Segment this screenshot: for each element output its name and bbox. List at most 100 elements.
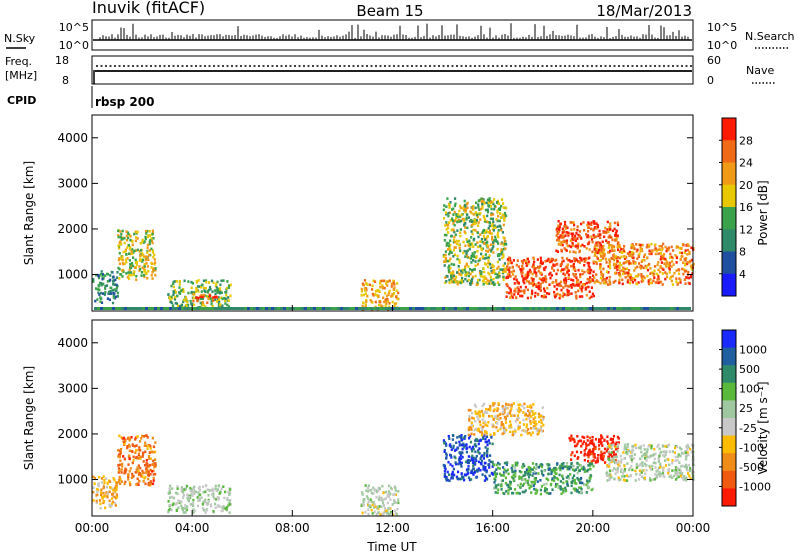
velocity-cell-r5: [491, 402, 494, 405]
power-cell-r5: [482, 214, 485, 218]
power-cell-r0: [113, 288, 116, 291]
power-cell-r7: [567, 234, 570, 237]
power-cell-r4: [382, 296, 385, 300]
power-cell-r5: [483, 270, 486, 274]
velocity-cell-r3: [393, 492, 396, 496]
velocity-cell-r4: [458, 477, 461, 481]
power-cell-r1: [121, 269, 124, 272]
power-cell-r5: [493, 224, 496, 227]
power-cell-r8: [608, 258, 611, 261]
power-cell-r4: [388, 289, 391, 293]
power-cell-r7: [560, 235, 563, 239]
power-cell-r8: [676, 283, 679, 286]
velocity-cell-r6: [543, 489, 546, 493]
power-cell-r6: [552, 269, 555, 272]
power-cell-r1: [135, 249, 138, 252]
velocity-cell-r4: [485, 435, 488, 438]
power-cell-r4: [396, 297, 399, 300]
power-cell-r4: [380, 304, 383, 307]
velocity-cell-r4: [445, 479, 448, 482]
power-cell-r5: [446, 275, 449, 278]
velocity-cell-r2: [208, 489, 211, 492]
velocity-cell-r3: [375, 489, 378, 492]
power-cell-r6: [509, 296, 512, 299]
velocity-cell-r6: [559, 480, 562, 483]
power-cell-r8: [640, 280, 643, 283]
velocity-cell-r1: [117, 448, 120, 452]
power-cell-ground: [163, 307, 166, 310]
velocity-cell-r8: [640, 475, 644, 478]
power-cell-r5: [488, 248, 491, 252]
power-cell-r5: [463, 268, 466, 272]
power-cell-r7: [614, 231, 617, 235]
velocity-cell-r6: [531, 462, 535, 465]
velocity-cell-r6: [586, 481, 589, 484]
power-cell-r5: [444, 250, 447, 253]
velocity-cell-r6: [570, 491, 573, 495]
velocity-cell-r3: [374, 505, 377, 509]
velocity-cell-r4: [464, 444, 467, 448]
power-cell-r6: [563, 278, 566, 282]
power-cell-r8: [607, 251, 610, 254]
power-cell-r6: [525, 264, 528, 267]
power-cell-r7: [605, 231, 608, 235]
power-cell-r5: [445, 244, 448, 247]
power-cell-r5: [464, 273, 467, 277]
velocity-cell-r4: [472, 456, 475, 460]
power-cell-r2: [219, 283, 222, 287]
power-cell-ground: [115, 307, 118, 310]
power-cell-r7: [604, 226, 607, 230]
velocity-cell-r8: [662, 469, 665, 473]
power-cell-r2: [204, 294, 207, 297]
velocity-cell-r5: [479, 423, 482, 427]
velocity-cell-r2: [192, 487, 195, 490]
power-cell-r7: [564, 227, 567, 230]
power-cell-r4: [385, 302, 388, 306]
power-cell-r5: [459, 204, 462, 208]
velocity-cell-r3: [378, 487, 381, 490]
velocity-cell-r7: [594, 447, 597, 450]
power-cell-ground: [106, 307, 109, 310]
power-cell-r6: [548, 259, 551, 263]
power-cell-r5: [480, 274, 483, 278]
velocity-cell-r6: [587, 464, 590, 467]
velocity-cell-r8: [639, 463, 642, 467]
power-cell-r1: [122, 250, 125, 254]
velocity-cell-r2: [174, 503, 177, 506]
power-cell-r1: [127, 232, 130, 236]
power-cell-r0: [113, 283, 116, 286]
power-cell-r5: [458, 209, 461, 213]
velocity-cell-r1: [127, 473, 130, 476]
velocity-cell-r4: [472, 447, 475, 451]
power-cell-r3: [208, 294, 212, 298]
power-cell-r5: [484, 208, 487, 212]
power-cell-r6: [517, 290, 520, 293]
power-cell-r5: [479, 211, 482, 215]
velocity-cell-r8: [685, 476, 688, 480]
velocity-cell-r6: [570, 481, 574, 484]
power-cell-r8: [623, 245, 626, 248]
power-cell-r1: [154, 273, 157, 277]
velocity-cell-r8: [623, 457, 626, 461]
power-cell-r5: [478, 271, 482, 275]
velocity-cell-r6: [530, 480, 533, 484]
power-data: [92, 197, 695, 311]
power-cell-r7: [598, 248, 601, 252]
velocity-cell-r4: [491, 442, 494, 446]
power-cell-r4: [372, 279, 375, 282]
velocity-cell-r1: [120, 447, 123, 451]
power-cell-r2: [176, 304, 180, 308]
power-cell-ground: [145, 307, 148, 310]
power-cell-r7: [587, 221, 590, 224]
power-cell-ground: [307, 307, 310, 310]
velocity-cell-r2: [184, 504, 187, 507]
power-cell-r5: [444, 224, 447, 227]
power-cell-ground: [499, 307, 502, 310]
velocity-cell-r8: [639, 447, 642, 450]
velocity-cell-r6: [573, 474, 576, 477]
power-cell-r0: [100, 270, 103, 273]
velocity-cell-r1: [119, 459, 122, 463]
power-cell-r6: [584, 258, 587, 262]
velocity-cell-r1: [134, 471, 137, 474]
velocity-ytick-label: 4000: [57, 336, 88, 350]
